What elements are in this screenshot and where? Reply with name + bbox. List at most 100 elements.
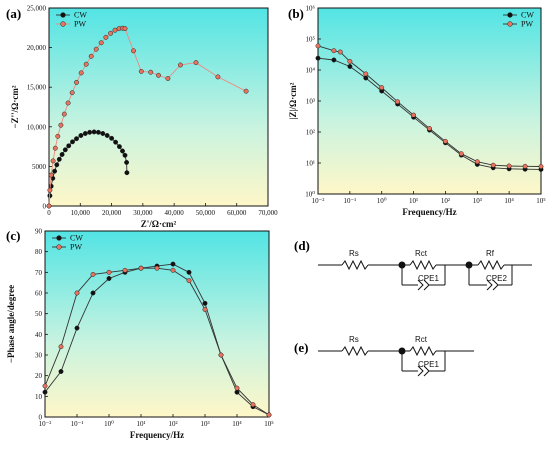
data-point-cw: [106, 276, 112, 281]
data-point-cw: [315, 55, 321, 61]
legend-marker: [507, 12, 513, 18]
data-point-cw: [124, 159, 130, 165]
y-tick-label: 10,000: [27, 123, 47, 131]
data-point-pw: [61, 111, 67, 117]
data-point-pw: [131, 48, 136, 54]
data-point-pw: [234, 385, 240, 391]
resistor-rct-symbol: [409, 345, 437, 357]
data-point-cw: [202, 300, 208, 306]
x-tick-label: 10¹: [136, 420, 145, 428]
y-tick-label: 10¹: [306, 160, 315, 168]
circuit-d-label-rs: Rs: [349, 249, 359, 258]
data-point-pw: [442, 138, 448, 144]
x-tick-label: 10²: [168, 420, 177, 428]
data-point-pw: [331, 48, 337, 54]
y-tick-label: 0: [39, 414, 43, 422]
data-point-pw: [243, 88, 249, 94]
data-point-pw: [74, 290, 80, 296]
data-point-cw: [87, 129, 93, 135]
data-point-cw: [331, 57, 337, 63]
data-point-pw: [363, 71, 369, 77]
x-tick-label: 10⁴: [232, 420, 242, 428]
series-line-pw: [317, 45, 542, 167]
resistor-rs-symbol: [341, 259, 369, 271]
data-point-cw: [54, 162, 60, 168]
data-point-pw: [490, 162, 496, 168]
bode-phase-plot: 10⁻² 10⁻¹ 10⁰ 10¹ 10² 10³ 10⁴ 10⁵ 0 10 20 30 40 50 60 7…: [6, 228, 274, 441]
data-point-cw: [116, 144, 122, 150]
resistor-rs-symbol: [341, 345, 369, 357]
data-point-cw: [113, 139, 119, 145]
legend-label: PW: [521, 20, 533, 29]
data-point-pw: [103, 34, 109, 40]
x-tick-label: 10⁵: [264, 420, 274, 428]
data-point-cw: [74, 136, 79, 142]
y-tick-label: 40: [35, 331, 43, 339]
circuit-d-label-rf: Rf: [486, 249, 495, 258]
y-tick-label: 20,000: [27, 44, 47, 52]
data-point-cw: [52, 168, 58, 174]
data-point-pw: [347, 58, 353, 64]
y-tick-label: 90: [35, 228, 43, 236]
data-point-pw: [48, 172, 54, 178]
y-tick-label: 10⁶: [306, 5, 316, 13]
panel-letter-c: (c): [6, 228, 20, 243]
y-tick-label: 10²: [306, 129, 315, 137]
x-tick-label: 10¹: [409, 197, 418, 205]
circuit-e-label-cpe1: CPE1: [418, 360, 439, 369]
data-point-cw: [66, 143, 72, 149]
y-axis-title: −Z''/Ω·cm²: [10, 85, 20, 128]
data-point-pw: [538, 164, 544, 169]
data-point-pw: [315, 43, 321, 49]
data-point-pw: [98, 40, 104, 46]
data-point-pw: [58, 344, 64, 350]
data-point-pw: [122, 26, 128, 32]
data-point-cw: [122, 152, 128, 158]
data-point-pw: [379, 85, 385, 91]
data-point-cw: [347, 64, 353, 69]
y-tick-label: 50: [35, 310, 43, 318]
y-tick-label: 70: [35, 269, 43, 277]
x-tick-label: 70,000: [258, 209, 278, 217]
data-point-pw: [218, 352, 224, 358]
x-tick-label: 40,000: [165, 209, 185, 217]
data-point-cw: [90, 290, 96, 296]
legend-label: PW: [74, 20, 86, 29]
circuit-d-label-cpe1: CPE1: [418, 274, 439, 283]
data-point-pw: [202, 307, 208, 312]
data-point-pw: [93, 46, 99, 52]
panel-letter-b: (b): [288, 6, 304, 21]
x-tick-label: 10²: [441, 197, 450, 205]
data-point-pw: [154, 265, 160, 271]
legend-label: CW: [70, 234, 83, 243]
bode-modulus-plot: 10⁻² 10⁻¹ 10⁰ 10¹ 10² 10³ 10⁴ 10⁵ 10⁰ 10¹ 10² 10³ 10…: [288, 5, 546, 218]
data-point-pw: [58, 122, 64, 128]
data-point-pw: [90, 271, 96, 277]
data-point-pw: [165, 76, 171, 81]
data-point-pw: [148, 69, 154, 75]
data-point-pw: [177, 62, 183, 68]
x-tick-label: 30,000: [133, 209, 153, 217]
data-point-cw: [109, 135, 115, 141]
legend-marker: [56, 244, 62, 250]
data-point-pw: [138, 68, 144, 74]
y-tick-label: 60: [35, 290, 43, 298]
panel-letter-a: (a): [6, 6, 21, 21]
cpe1-symbol: [417, 365, 424, 377]
data-point-pw: [266, 412, 272, 418]
data-point-pw: [411, 112, 417, 118]
y-tick-label: 20: [35, 372, 43, 380]
data-point-cw: [91, 129, 97, 135]
circuit-e-label-rct: Rct: [415, 335, 428, 344]
y-tick-label: 5000: [32, 163, 47, 171]
cpe2-symbol: [486, 279, 493, 291]
data-point-pw: [156, 72, 161, 78]
legend-marker: [507, 21, 513, 27]
x-tick-label: 10⁰: [104, 420, 114, 428]
data-point-pw: [427, 126, 432, 131]
y-tick-label: 80: [35, 248, 43, 256]
data-point-pw: [83, 61, 89, 67]
data-point-pw: [474, 159, 480, 165]
data-point-pw: [395, 99, 401, 105]
